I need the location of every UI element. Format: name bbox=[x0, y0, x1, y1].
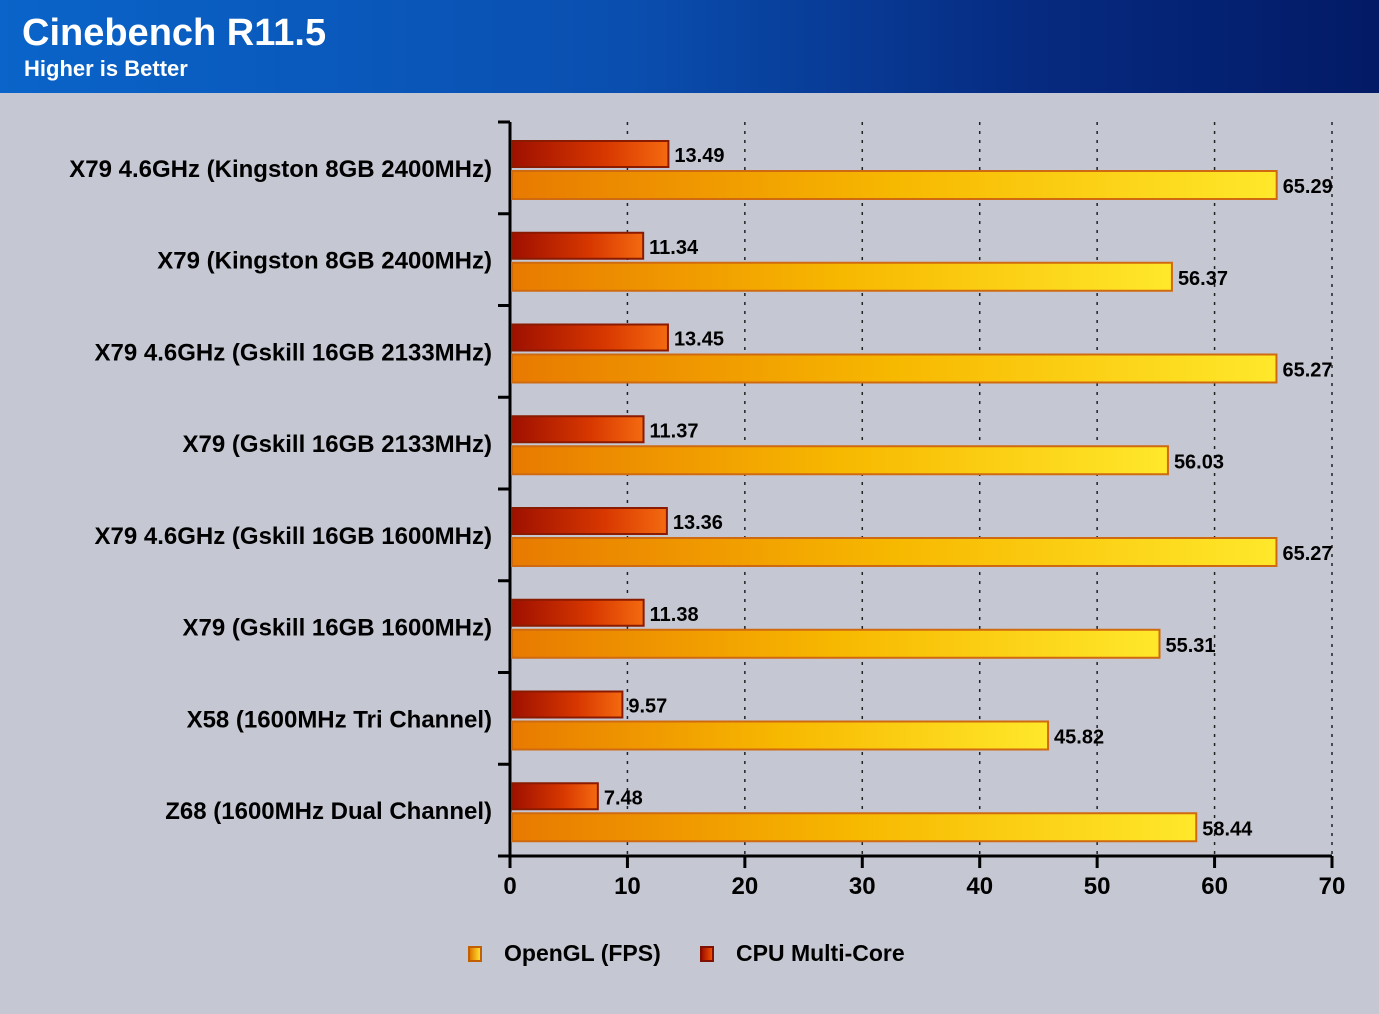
chart-title: Cinebench R11.5 bbox=[22, 12, 327, 54]
data-label-opengl-6: 45.82 bbox=[1054, 727, 1104, 749]
bar-cpu-2 bbox=[511, 323, 669, 352]
category-label-1: X79 (Kingston 8GB 2400MHz) bbox=[157, 248, 492, 275]
bar-opengl-3 bbox=[511, 445, 1169, 476]
bar-cpu-6 bbox=[511, 690, 624, 719]
x-tick-label-5: 50 bbox=[1084, 873, 1111, 900]
x-tick-label-4: 40 bbox=[966, 873, 993, 900]
bar-opengl-5 bbox=[511, 628, 1161, 659]
chart-header: Cinebench R11.5 Higher is Better bbox=[0, 0, 1379, 93]
category-label-7: Z68 (1600MHz Dual Channel) bbox=[165, 798, 492, 825]
legend-item-cpu: CPU Multi-Core bbox=[700, 940, 905, 967]
bar-chart: 0 10 20 30 40 50 60 70 X79 4.6GHz (Kingston 8GB … bbox=[69, 120, 1346, 900]
data-label-opengl-4: 65.27 bbox=[1282, 543, 1332, 565]
bar-cpu-0 bbox=[511, 140, 670, 168]
bar-cpu-4 bbox=[511, 507, 668, 535]
bar-opengl-2 bbox=[511, 353, 1278, 384]
x-tick-label-2: 20 bbox=[732, 873, 759, 900]
chart-subtitle: Higher is Better bbox=[24, 56, 188, 81]
category-label-2: X79 4.6GHz (Gskill 16GB 2133MHz) bbox=[95, 339, 493, 366]
bar-opengl-6 bbox=[511, 720, 1050, 751]
category-label-5: X79 (Gskill 16GB 1600MHz) bbox=[183, 615, 492, 642]
data-label-cpu-3: 11.37 bbox=[650, 420, 699, 442]
data-label-opengl-7: 58.44 bbox=[1202, 818, 1253, 840]
data-label-opengl-3: 56.03 bbox=[1174, 451, 1224, 473]
bar-cpu-3 bbox=[511, 415, 645, 444]
legend-swatch-opengl bbox=[468, 945, 482, 962]
bar-opengl-1 bbox=[511, 261, 1173, 292]
data-label-cpu-4: 13.36 bbox=[673, 512, 723, 534]
legend-label-opengl: OpenGL (FPS) bbox=[504, 940, 661, 966]
x-tick-label-3: 30 bbox=[849, 873, 876, 900]
data-label-opengl-1: 56.37 bbox=[1178, 268, 1228, 290]
data-label-cpu-0: 13.49 bbox=[674, 145, 724, 167]
legend-item-opengl: OpenGL (FPS) bbox=[468, 940, 661, 967]
bar-cpu-5 bbox=[511, 598, 645, 627]
data-label-opengl-2: 65.27 bbox=[1282, 360, 1332, 382]
category-label-6: X58 (1600MHz Tri Channel) bbox=[187, 706, 492, 733]
x-tick-label-7: 70 bbox=[1319, 873, 1346, 900]
bar-opengl-0 bbox=[511, 170, 1278, 200]
data-label-cpu-5: 11.38 bbox=[650, 604, 699, 626]
category-label-4: X79 4.6GHz (Gskill 16GB 1600MHz) bbox=[95, 523, 493, 550]
bar-opengl-7 bbox=[511, 812, 1198, 843]
category-label-3: X79 (Gskill 16GB 2133MHz) bbox=[183, 431, 492, 458]
data-label-cpu-6: 9.57 bbox=[628, 696, 667, 718]
legend-swatch-cpu bbox=[700, 945, 714, 962]
x-tick-label-6: 60 bbox=[1201, 873, 1228, 900]
data-label-opengl-5: 55.31 bbox=[1165, 635, 1215, 657]
bar-cpu-7 bbox=[511, 782, 599, 811]
data-label-cpu-2: 13.45 bbox=[674, 329, 724, 351]
x-tick-label-1: 10 bbox=[614, 873, 641, 900]
bar-cpu-1 bbox=[511, 231, 645, 260]
bar-opengl-4 bbox=[511, 537, 1278, 567]
chart-legend: OpenGL (FPS) CPU Multi-Core bbox=[0, 940, 1379, 974]
data-label-opengl-0: 65.29 bbox=[1283, 176, 1333, 198]
data-label-cpu-7: 7.48 bbox=[604, 787, 643, 809]
legend-label-cpu: CPU Multi-Core bbox=[736, 940, 905, 966]
data-label-cpu-1: 11.34 bbox=[649, 237, 699, 259]
x-tick-label-0: 0 bbox=[503, 873, 516, 900]
category-label-0: X79 4.6GHz (Kingston 8GB 2400MHz) bbox=[69, 156, 492, 183]
